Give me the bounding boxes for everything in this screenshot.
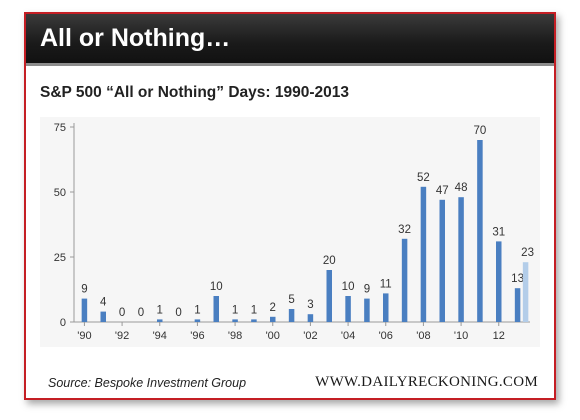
bar: [100, 311, 106, 322]
data-label: 48: [455, 182, 468, 194]
bar: [270, 316, 276, 322]
x-tick-label: '06: [379, 330, 393, 342]
x-tick-label: '08: [416, 330, 430, 342]
data-label: 4: [100, 297, 107, 309]
data-label-highlight: 23: [521, 247, 534, 259]
data-label: 20: [323, 255, 336, 267]
bar: [213, 296, 219, 322]
data-label: 10: [210, 281, 223, 293]
chart-subtitle: S&P 500 “All or Nothing” Days: 1990-2013: [40, 84, 349, 101]
data-label: 3: [307, 299, 313, 311]
data-label: 9: [364, 284, 370, 296]
bar: [232, 319, 238, 322]
bar: [401, 238, 408, 322]
data-label: 1: [157, 304, 163, 316]
data-label: 11: [380, 278, 392, 290]
bar: [477, 140, 483, 322]
x-tick-label: '98: [228, 330, 242, 342]
bar: [514, 288, 521, 322]
plot-area: [40, 117, 540, 347]
bar: [194, 319, 201, 322]
bar: [345, 296, 351, 322]
data-label: 32: [398, 224, 411, 236]
y-tick-label: 0: [60, 317, 66, 329]
x-tick-label: '92: [115, 330, 129, 342]
data-label: 2: [270, 302, 276, 314]
bar: [81, 298, 88, 322]
x-tick-label: '96: [190, 330, 204, 342]
data-label: 5: [288, 294, 294, 306]
y-tick-label: 75: [54, 122, 66, 134]
bar: [420, 186, 427, 322]
data-label: 1: [232, 304, 238, 316]
x-tick-label: '04: [341, 330, 355, 342]
data-label: 10: [342, 281, 355, 293]
bar: [383, 293, 389, 322]
bar: [458, 197, 464, 322]
bar: [251, 319, 257, 322]
x-tick-label: '90: [77, 330, 91, 342]
brand-url: WWW.DAILYRECKONING.COM: [315, 374, 538, 390]
source-note: Source: Bespoke Investment Group: [48, 376, 247, 390]
data-label: 1: [251, 304, 257, 316]
data-label: 31: [492, 226, 505, 238]
x-tick-label: '02: [303, 330, 317, 342]
data-label: 13: [511, 273, 524, 285]
bar: [307, 314, 314, 322]
bar: [288, 309, 295, 322]
header-bar: All or Nothing…: [26, 14, 554, 66]
data-label: 70: [474, 125, 487, 137]
x-tick-label: '10: [454, 330, 468, 342]
data-label: 0: [138, 307, 144, 319]
x-tick-label: '94: [153, 330, 167, 342]
data-label: 0: [119, 307, 125, 319]
y-tick-label: 25: [54, 252, 66, 264]
chart-card: All or Nothing… S&P 500 “All or Nothing”…: [24, 12, 556, 400]
data-label: 0: [175, 307, 181, 319]
data-label: 1: [194, 304, 200, 316]
x-tick-label: '00: [266, 330, 280, 342]
header-title: All or Nothing…: [40, 24, 231, 52]
y-tick-label: 50: [54, 187, 66, 199]
data-label: 9: [81, 284, 87, 296]
x-tick-label: 12: [493, 330, 505, 342]
bar-highlight: [522, 262, 529, 322]
data-label: 47: [436, 185, 449, 197]
bar: [364, 298, 370, 322]
bar: [326, 270, 332, 322]
data-label: 52: [417, 172, 430, 184]
bar: [496, 241, 502, 322]
bar: [439, 199, 445, 322]
bar: [157, 319, 163, 322]
